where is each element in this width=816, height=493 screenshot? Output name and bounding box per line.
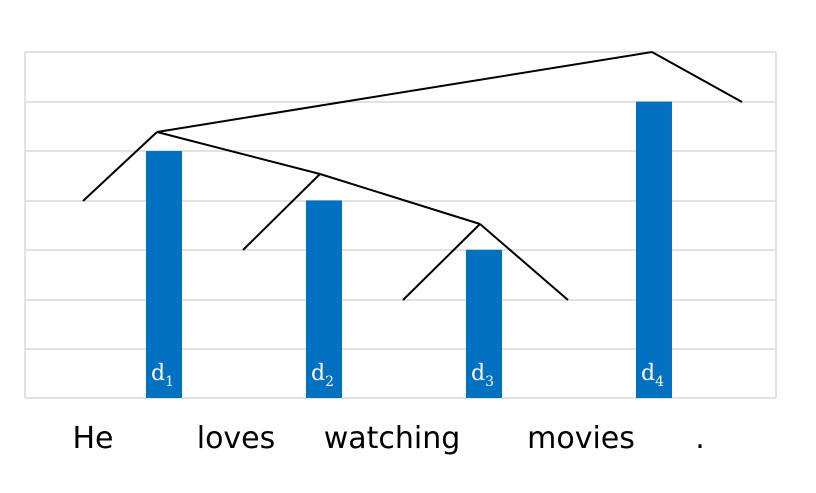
depth-bar-d2: [306, 200, 342, 398]
depth-label-d4: d4: [641, 361, 664, 390]
tree-edge-n3-left: [402, 223, 481, 301]
word-watching: watching: [324, 421, 461, 456]
parse-tree: [82, 51, 743, 301]
tree-edge-n2-right: [319, 173, 481, 225]
depth-labels: d1 d2 d3 d4: [151, 361, 664, 390]
word-period: .: [695, 421, 705, 456]
tree-edge-n2-left: [242, 173, 321, 251]
depth-bar-d4: [636, 101, 672, 398]
depth-bar-d1: [146, 151, 182, 398]
word-movies: movies: [527, 421, 635, 456]
depth-bar-d3: [466, 249, 502, 398]
depth-label-d3: d3: [471, 361, 494, 390]
tree-edge-root-right: [651, 51, 743, 103]
word-loves: loves: [197, 421, 276, 456]
tree-edge-n3-right: [479, 223, 569, 301]
depth-label-d1: d1: [151, 361, 174, 390]
depth-label-d2: d2: [311, 361, 334, 390]
tree-edge-n1-right: [156, 131, 321, 175]
tree-edge-root-left: [156, 51, 653, 133]
depth-bars: [146, 101, 672, 398]
sentence: He loves watching movies .: [72, 421, 704, 456]
word-he: He: [72, 421, 113, 456]
tree-edge-n1-left: [82, 131, 158, 202]
